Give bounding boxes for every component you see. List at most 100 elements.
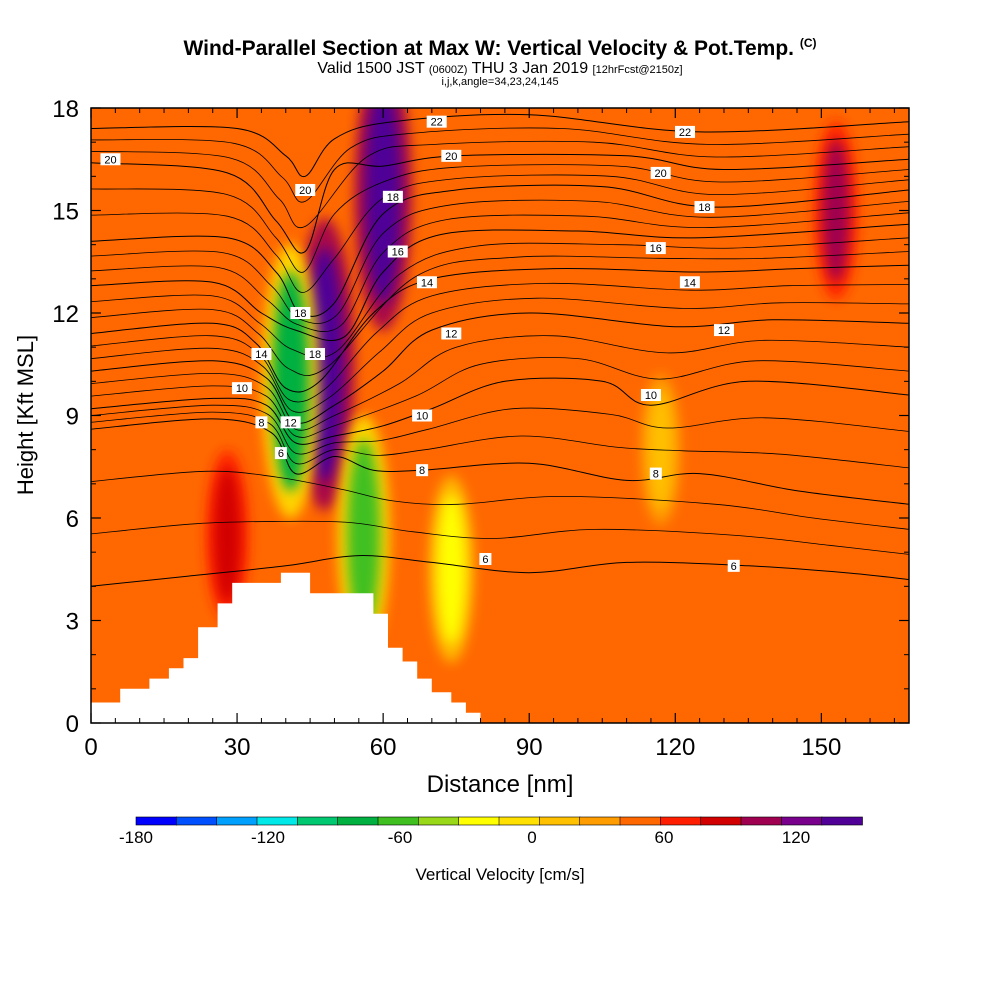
contour-label-bg bbox=[727, 559, 740, 572]
colorbar-tick-label: -180 bbox=[119, 828, 153, 847]
contour-label-bg bbox=[251, 348, 272, 360]
contour-label-bg bbox=[416, 276, 437, 289]
chart-title: Wind-Parallel Section at Max W: Vertical… bbox=[0, 36, 1000, 61]
contour-label-bg bbox=[416, 464, 429, 477]
colorbar-swatch bbox=[176, 816, 218, 826]
y-tick-label: 12 bbox=[52, 301, 79, 328]
contour-label: 18 bbox=[290, 307, 311, 320]
contour-label-bg bbox=[100, 153, 121, 166]
theta-contour-minor bbox=[91, 140, 909, 229]
contour-label: 14 bbox=[416, 276, 437, 289]
section-info: i,j,k,angle=34,23,24,145 bbox=[441, 76, 559, 88]
x-axis-label: Distance [nm] bbox=[427, 771, 574, 798]
contour-label-bg bbox=[649, 467, 662, 480]
contour-label-text: 20 bbox=[104, 154, 116, 166]
colorbar-swatch bbox=[377, 816, 420, 826]
colorbar-tick-label: -60 bbox=[388, 828, 413, 847]
contour-label: 18 bbox=[694, 201, 715, 214]
contour-label-text: 12 bbox=[285, 417, 297, 429]
theta-contour-minor bbox=[91, 297, 909, 413]
contour-label: 10 bbox=[640, 389, 661, 402]
contour-label-bg bbox=[231, 382, 252, 395]
theta-contour-minor bbox=[91, 127, 909, 203]
contour-label-bg bbox=[441, 327, 462, 340]
contour-label-text: 20 bbox=[655, 168, 667, 180]
contour-label: 22 bbox=[675, 125, 696, 139]
contour-label-text: 18 bbox=[294, 308, 306, 320]
contour-label-bg bbox=[255, 416, 268, 429]
valid-utc: (0600Z) bbox=[428, 64, 468, 76]
contour-label: 14 bbox=[251, 348, 272, 361]
contour-label: 20 bbox=[650, 166, 671, 180]
theta-contour-22 bbox=[91, 113, 909, 178]
valid-time: Valid 1500 JST bbox=[317, 60, 425, 77]
contour-label-text: 18 bbox=[309, 349, 321, 361]
contour-label-text: 8 bbox=[258, 417, 264, 429]
contour-label: 18 bbox=[382, 190, 403, 204]
theta-contour-minor bbox=[91, 282, 909, 403]
velocity-cell bbox=[214, 467, 241, 604]
theta-contour-minor bbox=[91, 251, 909, 376]
theta-contour-10 bbox=[91, 377, 909, 445]
colorbar-tick-label: 120 bbox=[782, 828, 810, 847]
contour-label-bg bbox=[290, 307, 311, 319]
contour-label: 8 bbox=[416, 464, 429, 477]
contour-label-text: 6 bbox=[482, 554, 488, 566]
velocity-cell bbox=[437, 494, 466, 645]
contour-label-text: 12 bbox=[718, 325, 730, 337]
contour-labels: 20 20 22 20 22 20 18 18 16 16 14 14 18 12 12 14 18 10 10 10… bbox=[100, 115, 740, 573]
forecast-info: [12hrFcst@2150z] bbox=[592, 64, 683, 76]
colorbar-swatch bbox=[539, 816, 581, 826]
contour-label-text: 18 bbox=[387, 192, 399, 204]
contour-label-bg bbox=[479, 553, 492, 565]
y-tick-label: 18 bbox=[52, 96, 79, 123]
x-tick-label: 90 bbox=[516, 734, 543, 761]
colorbar-swatch bbox=[216, 816, 258, 826]
y-tick-label: 9 bbox=[66, 404, 79, 431]
contour-label-text: 16 bbox=[650, 243, 662, 255]
contour-label-bg bbox=[426, 115, 447, 128]
y-tick-label: 3 bbox=[66, 609, 79, 636]
contour-label: 20 bbox=[441, 149, 462, 163]
colorbar-tick-label: -120 bbox=[251, 828, 285, 847]
colorbar-swatch bbox=[297, 816, 339, 826]
contour-label: 20 bbox=[295, 184, 316, 197]
theta-contour-minor bbox=[91, 199, 909, 324]
contour-label-bg bbox=[280, 416, 301, 429]
valid-date: THU 3 Jan 2019 bbox=[471, 60, 589, 77]
contour-label-bg bbox=[441, 149, 462, 162]
chart-subtitle: Valid 1500 JST (0600Z) THU 3 Jan 2019 [1… bbox=[0, 60, 1000, 78]
theta-contour-minor bbox=[91, 212, 909, 332]
contour-label-text: 20 bbox=[445, 151, 457, 163]
velocity-field bbox=[206, 108, 858, 663]
contour-label: 22 bbox=[426, 115, 447, 129]
contour-label-bg bbox=[713, 324, 734, 337]
y-tick-label: 0 bbox=[66, 711, 79, 738]
contour-label: 6 bbox=[274, 447, 287, 460]
colorbar-tick-label: 0 bbox=[527, 828, 536, 847]
contour-label-bg bbox=[640, 389, 661, 401]
theta-contour-20 bbox=[91, 153, 909, 254]
contour-label-text: 12 bbox=[445, 329, 457, 341]
theta-contour-minor bbox=[91, 470, 909, 530]
contour-label: 20 bbox=[100, 153, 121, 166]
terrain bbox=[91, 572, 481, 723]
contour-label-bg bbox=[645, 242, 666, 255]
contour-label-text: 6 bbox=[278, 448, 284, 460]
contour-label-text: 10 bbox=[645, 390, 657, 402]
contour-label: 6 bbox=[479, 553, 492, 566]
contour-label-bg bbox=[274, 447, 287, 460]
colorbar-swatch bbox=[256, 816, 299, 826]
contour-label-text: 6 bbox=[731, 561, 737, 573]
contour-label-bg bbox=[679, 276, 700, 289]
contour-label-text: 14 bbox=[255, 349, 267, 361]
velocity-cell bbox=[822, 139, 850, 282]
x-tick-label: 120 bbox=[655, 734, 695, 761]
contour-label-bg bbox=[304, 348, 325, 360]
theta-contour-12 bbox=[91, 312, 909, 424]
colorbar-swatch bbox=[418, 816, 460, 826]
contour-label-text: 20 bbox=[299, 185, 311, 197]
contour-label: 16 bbox=[645, 242, 666, 255]
contour-label-bg bbox=[650, 166, 671, 179]
contour-label: 6 bbox=[727, 559, 740, 573]
